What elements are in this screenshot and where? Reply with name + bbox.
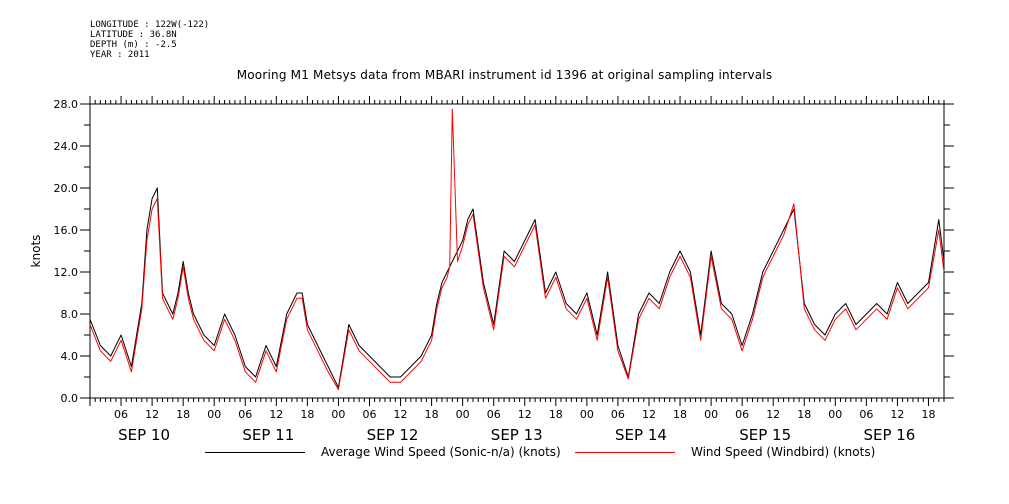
x-tick-label: 00 [580, 408, 594, 421]
longitude-label: LONGITUDE : 122W(-122) [90, 20, 210, 30]
y-tick-label: 8.0 [61, 308, 79, 321]
x-tick-label: 18 [797, 408, 811, 421]
x-tick-label: 00 [456, 408, 470, 421]
legend-label-windbird: Wind Speed (Windbird) (knots) [691, 445, 876, 459]
x-tick-label: 06 [611, 408, 625, 421]
series-line-average-wind [89, 187, 945, 388]
x-day-label: SEP 13 [491, 426, 543, 444]
metadata-block: LONGITUDE : 122W(-122) LATITUDE : 36.8N … [90, 20, 209, 60]
legend-label-average: Average Wind Speed (Sonic-n/a) (knots) [321, 445, 561, 459]
y-tick-label: 16.0 [54, 224, 79, 237]
x-day-label: SEP 11 [242, 426, 294, 444]
x-tick-label: 00 [207, 408, 221, 421]
series-line-windbird [89, 108, 945, 391]
depth-label: DEPTH (m) : -2.5 [90, 40, 177, 50]
y-tick-label: 4.0 [61, 350, 79, 363]
x-tick-label: 12 [642, 408, 656, 421]
x-tick-label: 00 [704, 408, 718, 421]
legend-swatch-red [575, 451, 675, 453]
x-tick-label: 06 [487, 408, 501, 421]
x-day-label: SEP 10 [118, 426, 170, 444]
legend-swatch-black [205, 451, 305, 453]
x-tick-label: 12 [766, 408, 780, 421]
legend-item-average: Average Wind Speed (Sonic-n/a) (knots) [205, 445, 561, 459]
x-tick-label: 06 [735, 408, 749, 421]
chart-title: Mooring M1 Metsys data from MBARI instru… [236, 68, 773, 82]
x-tick-label: 18 [176, 408, 190, 421]
x-tick-label: 06 [238, 408, 252, 421]
y-tick-label: 0.0 [61, 392, 79, 405]
x-tick-label: 18 [425, 408, 439, 421]
x-tick-label: 12 [145, 408, 159, 421]
x-tick-label: 00 [828, 408, 842, 421]
legend-item-windbird: Wind Speed (Windbird) (knots) [575, 445, 875, 459]
x-day-label: SEP 14 [615, 426, 667, 444]
latitude-label: LATITUDE : 36.8N [90, 30, 177, 40]
plot-frame [89, 103, 945, 399]
y-tick-label: 28.0 [54, 98, 79, 111]
y-tick-label: 24.0 [54, 140, 79, 153]
x-day-label: SEP 12 [367, 426, 419, 444]
x-tick-label: 06 [114, 408, 128, 421]
x-tick-label: 12 [890, 408, 904, 421]
x-tick-label: 12 [269, 408, 283, 421]
x-day-label: SEP 15 [739, 426, 791, 444]
x-tick-label: 06 [362, 408, 376, 421]
year-label: YEAR : 2011 [90, 50, 150, 60]
x-tick-label: 18 [300, 408, 314, 421]
x-tick-label: 06 [859, 408, 873, 421]
y-tick-label: 20.0 [54, 182, 79, 195]
y-axis-label: knots [29, 235, 43, 268]
y-tick-label: 12.0 [54, 266, 79, 279]
x-tick-label: 12 [394, 408, 408, 421]
x-tick-label: 12 [518, 408, 532, 421]
x-tick-label: 18 [921, 408, 935, 421]
x-tick-label: 18 [549, 408, 563, 421]
x-tick-label: 00 [331, 408, 345, 421]
x-day-label: SEP 16 [863, 426, 915, 444]
x-tick-label: 18 [673, 408, 687, 421]
